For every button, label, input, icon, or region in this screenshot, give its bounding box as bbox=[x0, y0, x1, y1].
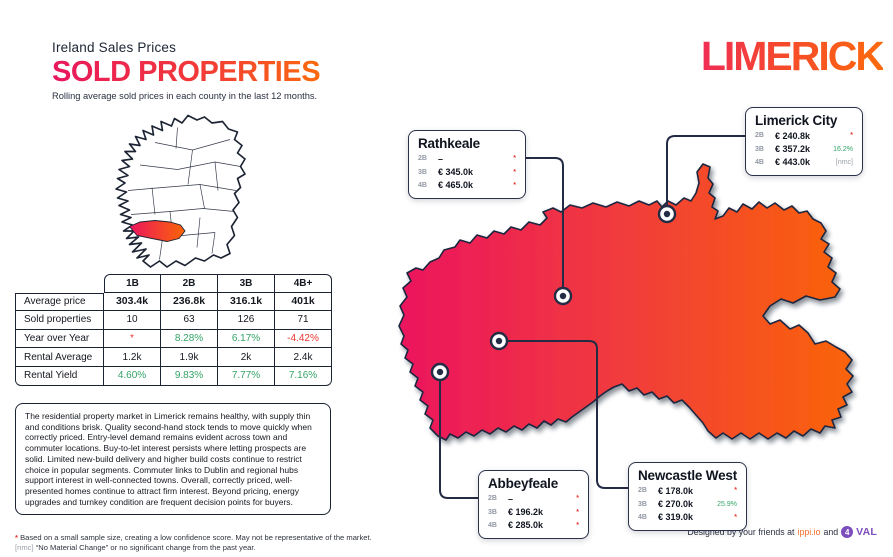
location-markers bbox=[430, 204, 677, 382]
page-subtitle: Rolling average sold prices in each coun… bbox=[52, 91, 318, 102]
abbeyfeale-marker-icon bbox=[430, 362, 450, 382]
callout-newcastle-west: Newcastle West 2B € 178.0k * 3B € 270.0k… bbox=[628, 462, 747, 532]
callout-row: 2B – * bbox=[418, 154, 516, 164]
nmc-symbol: [nmc] bbox=[15, 543, 34, 553]
footnote-asterisk: * Based on a small sample size, creating… bbox=[15, 533, 372, 542]
callout-row: 3B € 357.2k 16.2% bbox=[755, 144, 853, 155]
table-row: Year over Year * 8.28% 6.17% -4.42% bbox=[15, 329, 332, 349]
limerick-county-shape bbox=[398, 163, 854, 441]
callout-row: 3B € 270.0k 25.9% bbox=[638, 499, 737, 510]
connector-limerick-city bbox=[666, 135, 745, 206]
limerick-highlight bbox=[128, 220, 186, 242]
callout-title: Limerick City bbox=[755, 113, 838, 128]
callout-title: Newcastle West bbox=[638, 468, 737, 483]
callout-connectors bbox=[439, 135, 745, 499]
footnote-nmc: [nmc] “No Material Change” or no signifi… bbox=[15, 543, 256, 553]
callout-row: 3B € 345.0k * bbox=[418, 167, 516, 178]
callout-row: 2B – * bbox=[488, 494, 579, 504]
col-header-1b: 1B bbox=[104, 274, 161, 293]
table-row: Average price 303.4k 236.8k 316.1k 401k bbox=[15, 292, 332, 312]
rathkeale-marker-icon bbox=[553, 286, 573, 306]
callout-row: 4B € 465.0k * bbox=[418, 180, 516, 191]
page-title: SOLD PROPERTIES bbox=[52, 56, 321, 88]
asterisk-symbol: * bbox=[15, 533, 18, 542]
connector-abbeyfeale bbox=[439, 380, 478, 499]
4val-brand[interactable]: VAL bbox=[856, 526, 877, 538]
table-row: Sold properties 10 63 126 71 bbox=[15, 311, 332, 330]
col-header-4b: 4B+ bbox=[275, 274, 332, 293]
county-borders bbox=[127, 127, 241, 260]
market-summary: The residential property market in Limer… bbox=[15, 403, 331, 516]
kicker-text: Ireland Sales Prices bbox=[52, 40, 177, 55]
newcastle-west-marker-icon bbox=[489, 331, 509, 351]
ireland-outline bbox=[115, 114, 246, 268]
callout-row: 2B € 178.0k * bbox=[638, 486, 737, 496]
callout-rathkeale: Rathkeale 2B – * 3B € 345.0k * 4B € 465.… bbox=[408, 130, 526, 200]
connector-newcastle-west bbox=[507, 340, 628, 489]
county-title: LIMERICK bbox=[700, 33, 885, 79]
table-corner-cell bbox=[15, 274, 104, 293]
price-stats-table: 1B 2B 3B 4B+ Average price 303.4k 236.8k… bbox=[15, 274, 332, 386]
callout-row: 4B € 285.0k * bbox=[488, 520, 579, 531]
col-header-2b: 2B bbox=[161, 274, 218, 293]
credit-line: Designed by your friends at ippi.io and … bbox=[687, 526, 877, 538]
callout-row: 2B € 240.8k * bbox=[755, 131, 853, 141]
callout-row: 3B € 196.2k * bbox=[488, 507, 579, 518]
callout-row: 4B € 319.0k * bbox=[638, 512, 737, 523]
callout-title: Abbeyfeale bbox=[488, 476, 559, 491]
ireland-overview-map bbox=[115, 114, 246, 268]
footnotes: * Based on a small sample size, creating… bbox=[15, 533, 372, 554]
callout-abbeyfeale: Abbeyfeale 2B – * 3B € 196.2k * 4B € 285… bbox=[478, 470, 589, 540]
limerick-county-map bbox=[398, 135, 854, 499]
connector-rathkeale bbox=[526, 157, 564, 288]
limerick-city-marker-icon bbox=[657, 204, 677, 224]
col-header-3b: 3B bbox=[218, 274, 275, 293]
table-row: Rental Yield 4.60% 9.83% 7.77% 7.16% bbox=[15, 366, 332, 386]
header: Ireland Sales Prices SOLD PROPERTIES Rol… bbox=[52, 40, 321, 102]
callout-row: 4B € 443.0k [nmc] bbox=[755, 157, 853, 168]
4val-logo-icon[interactable]: 4 bbox=[841, 526, 854, 538]
callout-title: Rathkeale bbox=[418, 136, 480, 151]
table-row: Rental Average 1.2k 1.9k 2k 2.4k bbox=[15, 348, 332, 367]
ippi-link[interactable]: ippi.io bbox=[797, 527, 821, 537]
callout-limerick-city: Limerick City 2B € 240.8k * 3B € 357.2k … bbox=[745, 107, 863, 177]
